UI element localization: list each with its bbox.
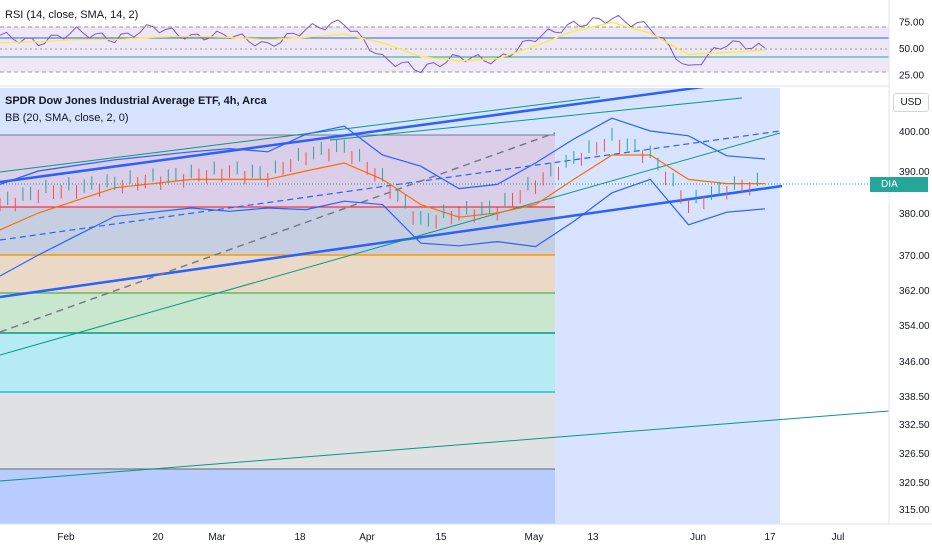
time-tick-label: May <box>525 532 544 543</box>
rsi-axis[interactable]: 75.00 50.00 25.00 <box>899 18 924 82</box>
price-axis[interactable]: 400.00 390.00 380.00 370.00 362.00 354.00 346.… <box>899 127 930 516</box>
trend-line-teal-4 <box>0 410 889 482</box>
price-tick-label: 315.00 <box>899 505 930 516</box>
price-tag-value: 387.0 <box>881 194 907 205</box>
rsi-tick-label: 75.00 <box>899 18 924 29</box>
dashed-trend-line <box>0 132 556 333</box>
price-tick-label: 338.50 <box>899 392 930 403</box>
time-tick-label: Apr <box>359 532 375 543</box>
time-tick-label: 18 <box>294 532 306 543</box>
price-tick-label: 390.00 <box>899 167 930 178</box>
price-tick-label: 320.50 <box>899 478 930 489</box>
price-tick-label: 362.00 <box>899 286 930 297</box>
trend-line-teal-3 <box>0 132 781 356</box>
fib-band-6 <box>0 392 555 469</box>
price-tick-label: 380.00 <box>899 209 930 220</box>
chart-title: SPDR Dow Jones Industrial Average ETF, 4… <box>5 95 267 107</box>
time-tick-label: Jul <box>832 532 845 543</box>
rsi-tick-label: 25.00 <box>899 71 924 82</box>
bb-lower-band <box>0 178 766 277</box>
trend-line-teal-1 <box>0 96 601 173</box>
price-tick-label: 346.00 <box>899 357 930 368</box>
price-tag-symbol: DIA <box>881 179 898 190</box>
time-tick-label: Feb <box>57 532 75 543</box>
price-tick-label: 332.50 <box>899 420 930 431</box>
time-tick-label: Mar <box>208 532 226 543</box>
price-tick-label: 354.00 <box>899 321 930 332</box>
price-tick-label: 370.00 <box>899 251 930 262</box>
rsi-lines <box>0 14 766 74</box>
time-tick-label: 20 <box>152 532 164 543</box>
fib-band-4 <box>0 293 555 333</box>
rsi-panel <box>0 14 889 74</box>
rsi-sma-line <box>0 21 766 62</box>
fib-band-5 <box>0 333 555 392</box>
currency-selector[interactable]: USD <box>893 93 929 112</box>
rsi-tick-label: 50.00 <box>899 44 924 55</box>
price-tick-label: 400.00 <box>899 127 930 138</box>
price-panel <box>0 88 889 524</box>
time-tick-label: 17 <box>764 532 776 543</box>
time-axis[interactable]: Feb 20 Mar 18 Apr 15 May 13 Jun 17 Jul <box>57 532 844 543</box>
time-tick-label: Jun <box>690 532 706 543</box>
last-price-tag: DIA 387.0 <box>870 177 928 205</box>
bb-indicator-label[interactable]: BB (20, SMA, close, 2, 0) <box>5 112 129 124</box>
trend-line-teal-2 <box>329 97 743 141</box>
time-tick-label: 15 <box>435 532 447 543</box>
rsi-line <box>0 14 766 74</box>
channel-lower-line <box>0 184 783 299</box>
rsi-indicator-label[interactable]: RSI (14, close, SMA, 14, 2) <box>5 9 139 21</box>
time-tick-label: 13 <box>587 532 599 543</box>
fib-band-3 <box>0 255 555 293</box>
fib-band-7 <box>0 469 555 524</box>
price-bars <box>0 127 758 229</box>
bb-upper-band <box>0 117 766 190</box>
price-tick-label: 326.50 <box>899 449 930 460</box>
